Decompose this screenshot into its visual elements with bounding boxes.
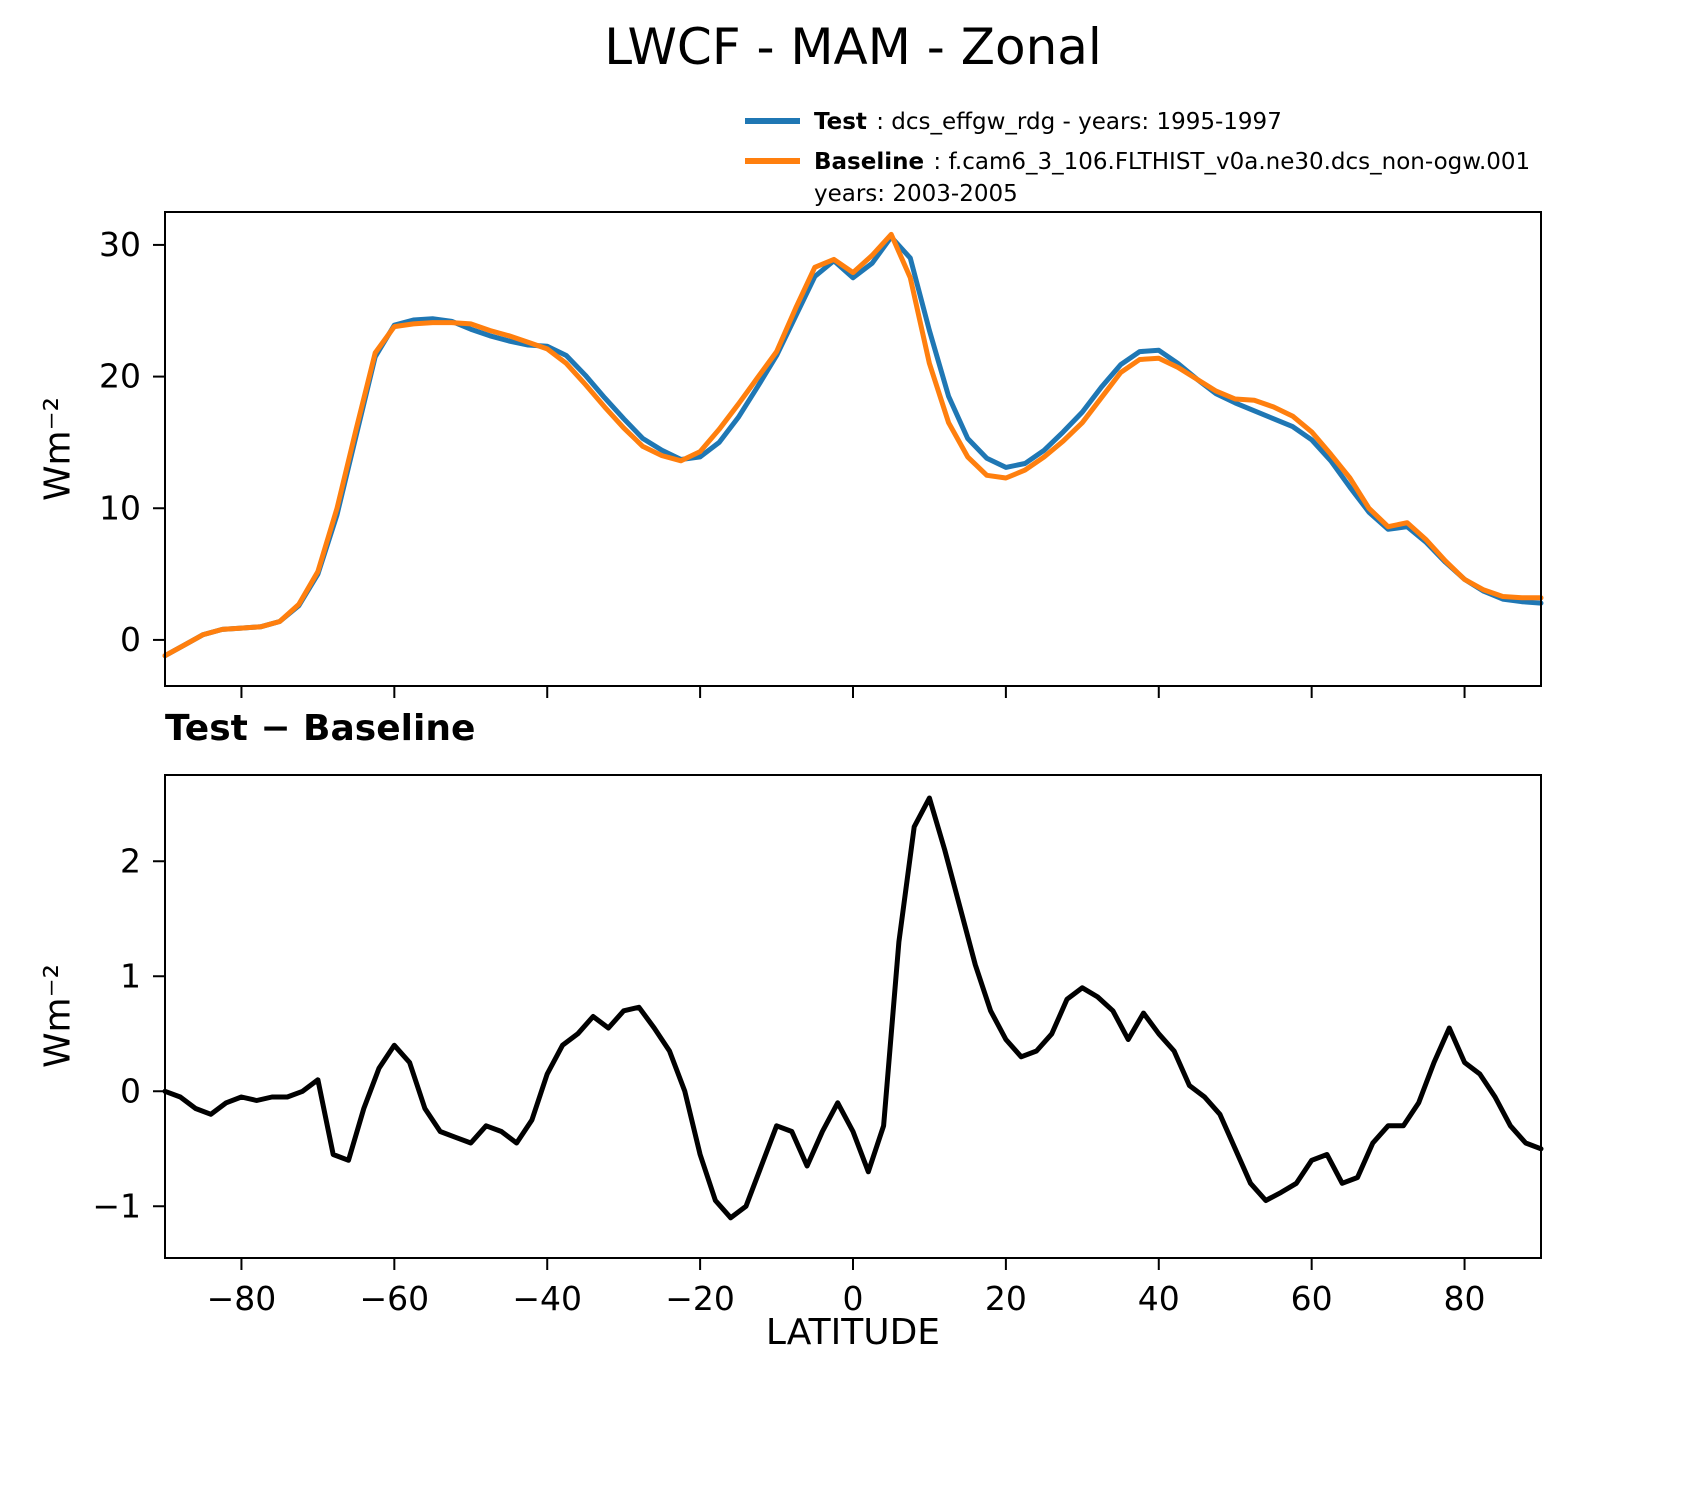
svg-text:1: 1: [120, 956, 141, 995]
baseline-line-swatch: [745, 158, 800, 165]
svg-text:60: 60: [1291, 1279, 1333, 1318]
svg-text:10: 10: [99, 488, 141, 527]
diff-panel-heading: Test − Baseline: [165, 708, 476, 749]
legend-test-desc: : dcs_effgw_rdg - years: 1995-1997: [868, 109, 1282, 135]
top-chart: 0 10 20 30: [99, 211, 1544, 698]
svg-text:40: 40: [1138, 1279, 1180, 1318]
legend-item-baseline: Baseline : f.cam6_3_106.FLTHIST_v0a.ne30…: [745, 146, 1530, 210]
legend-baseline-name: Baseline: [814, 149, 925, 176]
legend-test-label: Test : dcs_effgw_rdg - years: 1995-1997: [814, 106, 1282, 138]
diff-chart: −80 −60 −40 −20 0 20 40 60 80 −1 0 1 2: [92, 774, 1544, 1318]
diff-y-axis-label: Wm⁻²: [37, 963, 79, 1069]
svg-text:−1: −1: [92, 1186, 141, 1225]
svg-text:0: 0: [120, 620, 141, 659]
svg-text:0: 0: [120, 1071, 141, 1110]
legend: Test : dcs_effgw_rdg - years: 1995-1997 …: [745, 106, 1530, 219]
svg-text:−40: −40: [512, 1279, 582, 1318]
top-y-axis-label: Wm⁻²: [37, 396, 79, 502]
legend-item-test: Test : dcs_effgw_rdg - years: 1995-1997: [745, 106, 1530, 138]
svg-text:−80: −80: [207, 1279, 277, 1318]
svg-text:0: 0: [843, 1279, 864, 1318]
svg-text:20: 20: [99, 357, 141, 396]
legend-baseline-line1: Baseline : f.cam6_3_106.FLTHIST_v0a.ne30…: [814, 149, 1530, 175]
legend-baseline-years: years: 2003-2005: [814, 181, 1018, 208]
legend-baseline-label: Baseline : f.cam6_3_106.FLTHIST_v0a.ne30…: [814, 146, 1530, 210]
svg-text:80: 80: [1444, 1279, 1486, 1318]
test-line-swatch: [745, 118, 800, 124]
svg-text:2: 2: [120, 841, 141, 880]
svg-text:20: 20: [985, 1279, 1027, 1318]
svg-text:−60: −60: [360, 1279, 430, 1318]
svg-text:30: 30: [99, 225, 141, 264]
legend-baseline-desc: : f.cam6_3_106.FLTHIST_v0a.ne30.dcs_non-…: [926, 149, 1531, 176]
svg-text:−20: −20: [665, 1279, 735, 1318]
chart-title: LWCF - MAM - Zonal: [604, 18, 1102, 76]
legend-test-name: Test: [814, 109, 867, 135]
x-axis-label: LATITUDE: [765, 1312, 941, 1353]
